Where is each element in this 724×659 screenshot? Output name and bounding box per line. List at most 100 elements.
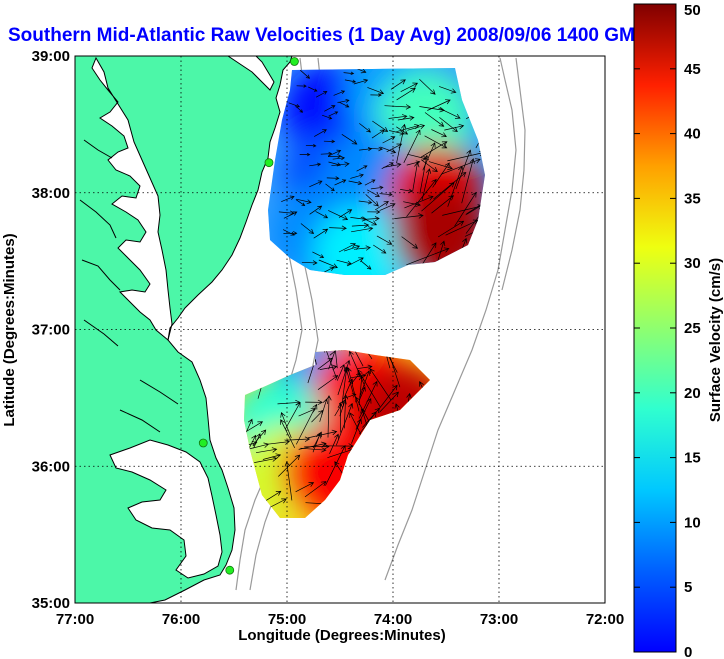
velocity-arrow: [295, 482, 315, 493]
velocity-arrow: [419, 154, 429, 194]
velocity-arrow: [280, 419, 296, 449]
x-axis-ticks: 77:00 76:00 75:00 74:00 73:00 72:00: [56, 611, 624, 628]
velocity-arrow: [421, 182, 455, 212]
velocity-arrow: [300, 69, 311, 79]
velocity-arrow: [324, 105, 336, 112]
velocity-arrow: [320, 151, 333, 156]
velocity-arrow: [466, 187, 485, 215]
y-tick-label: 38:00: [32, 185, 70, 202]
velocity-arrow: [367, 87, 385, 95]
velocity-arrow: [407, 153, 428, 161]
velocity-arrow: [396, 123, 420, 133]
x-tick-label: 77:00: [56, 611, 94, 628]
velocity-arrow: [431, 129, 447, 138]
velocity-arrow: [369, 368, 392, 401]
radar-stations: [198, 57, 299, 575]
velocity-arrow: [420, 159, 438, 173]
velocity-arrow: [296, 198, 312, 205]
velocity-arrow: [245, 418, 253, 435]
velocity-arrow: [358, 200, 373, 205]
velocity-arrow: [358, 380, 378, 419]
velocity-arrow: [431, 195, 454, 214]
velocity-arrow: [299, 152, 311, 157]
colorbar-tick-label: 50: [684, 2, 701, 19]
colorbar-tick-label: 40: [684, 126, 701, 143]
velocity-arrow: [363, 50, 374, 56]
radar-station-marker: [290, 57, 299, 66]
x-axis-label: Longitude (Degrees:Minutes): [238, 627, 446, 644]
chesapeake-bay: [91, 56, 173, 341]
velocity-arrow: [300, 447, 327, 453]
velocity-arrow: [315, 91, 328, 98]
x-tick-label: 72:00: [586, 611, 624, 628]
velocity-arrow: [343, 71, 355, 76]
velocity-arrow: [305, 144, 317, 148]
velocity-arrow: [376, 235, 393, 245]
velocity-arrow: [407, 123, 426, 131]
velocity-arrow: [401, 236, 419, 249]
velocity-arrow: [309, 205, 323, 215]
velocity-arrow: [307, 429, 338, 439]
velocity-arrow: [419, 79, 436, 95]
y-tick-label: 35:00: [32, 595, 70, 612]
velocity-arrow: [359, 123, 371, 133]
velocity-arrow: [298, 407, 317, 417]
velocity-arrow: [440, 158, 481, 175]
velocity-arrow: [396, 87, 416, 101]
velocity-arrow: [428, 161, 453, 170]
velocity-arrow: [319, 364, 338, 370]
velocity-arrow: [350, 373, 367, 379]
colorbar-tick-label: 0: [684, 644, 692, 659]
y-tick-label: 39:00: [32, 48, 70, 65]
colorbar-tick-label: 30: [684, 255, 701, 272]
velocity-arrow: [244, 421, 264, 433]
velocity-arrow: [304, 481, 327, 498]
velocity-arrow: [280, 412, 292, 439]
velocity-arrow: [354, 350, 373, 360]
velocity-arrow: [358, 375, 365, 406]
chart-title: Southern Mid-Atlantic Raw Velocities (1 …: [8, 25, 647, 46]
velocity-arrow: [328, 350, 339, 370]
velocity-arrow: [329, 225, 347, 231]
grid-lines: [75, 56, 605, 603]
velocity-arrow: [433, 172, 467, 200]
velocity-arrow: [439, 117, 458, 133]
velocity-arrow: [282, 229, 295, 236]
velocity-arrow: [328, 161, 342, 167]
velocity-arrow: [334, 179, 347, 186]
velocity-arrow: [312, 251, 325, 258]
velocity-arrow: [397, 115, 415, 121]
colorbar-label: Surface Velocity (cm/s): [707, 258, 724, 422]
velocity-arrow: [367, 209, 381, 215]
velocity-arrow: [304, 443, 330, 450]
colorbar-tick-label: 35: [684, 190, 701, 207]
velocity-arrow: [438, 107, 461, 119]
velocity-arrow: [356, 364, 373, 370]
velocity-arrow: [360, 216, 378, 226]
velocity-arrow: [346, 366, 360, 412]
velocity-arrow: [252, 429, 267, 446]
x-tick-label: 75:00: [268, 611, 306, 628]
colorbar-ticks: 0 5 10 15 20 25 30 35 40 45 50: [634, 2, 701, 659]
velocity-arrow: [368, 146, 383, 152]
velocity-arrow: [344, 366, 355, 395]
colorbar-tick-label: 15: [684, 450, 701, 467]
velocity-arrow: [350, 173, 364, 179]
velocity-arrow: [327, 154, 342, 159]
velocity-arrow: [394, 213, 424, 219]
velocity-arrow: [404, 195, 434, 209]
delaware-bay: [227, 56, 275, 91]
velocity-arrow: [360, 260, 372, 270]
x-tick-label: 73:00: [480, 611, 518, 628]
velocity-arrow: [337, 359, 351, 396]
velocity-arrow: [342, 350, 364, 367]
velocity-arrow: [362, 407, 380, 428]
velocity-arrow: [336, 259, 353, 266]
velocity-arrow: [305, 399, 323, 406]
velocity-arrow: [336, 364, 345, 381]
velocity-arrow: [374, 200, 389, 211]
velocity-arrow: [266, 439, 291, 445]
colorbar-tick-label: 25: [684, 320, 701, 337]
velocity-arrow: [420, 141, 448, 158]
